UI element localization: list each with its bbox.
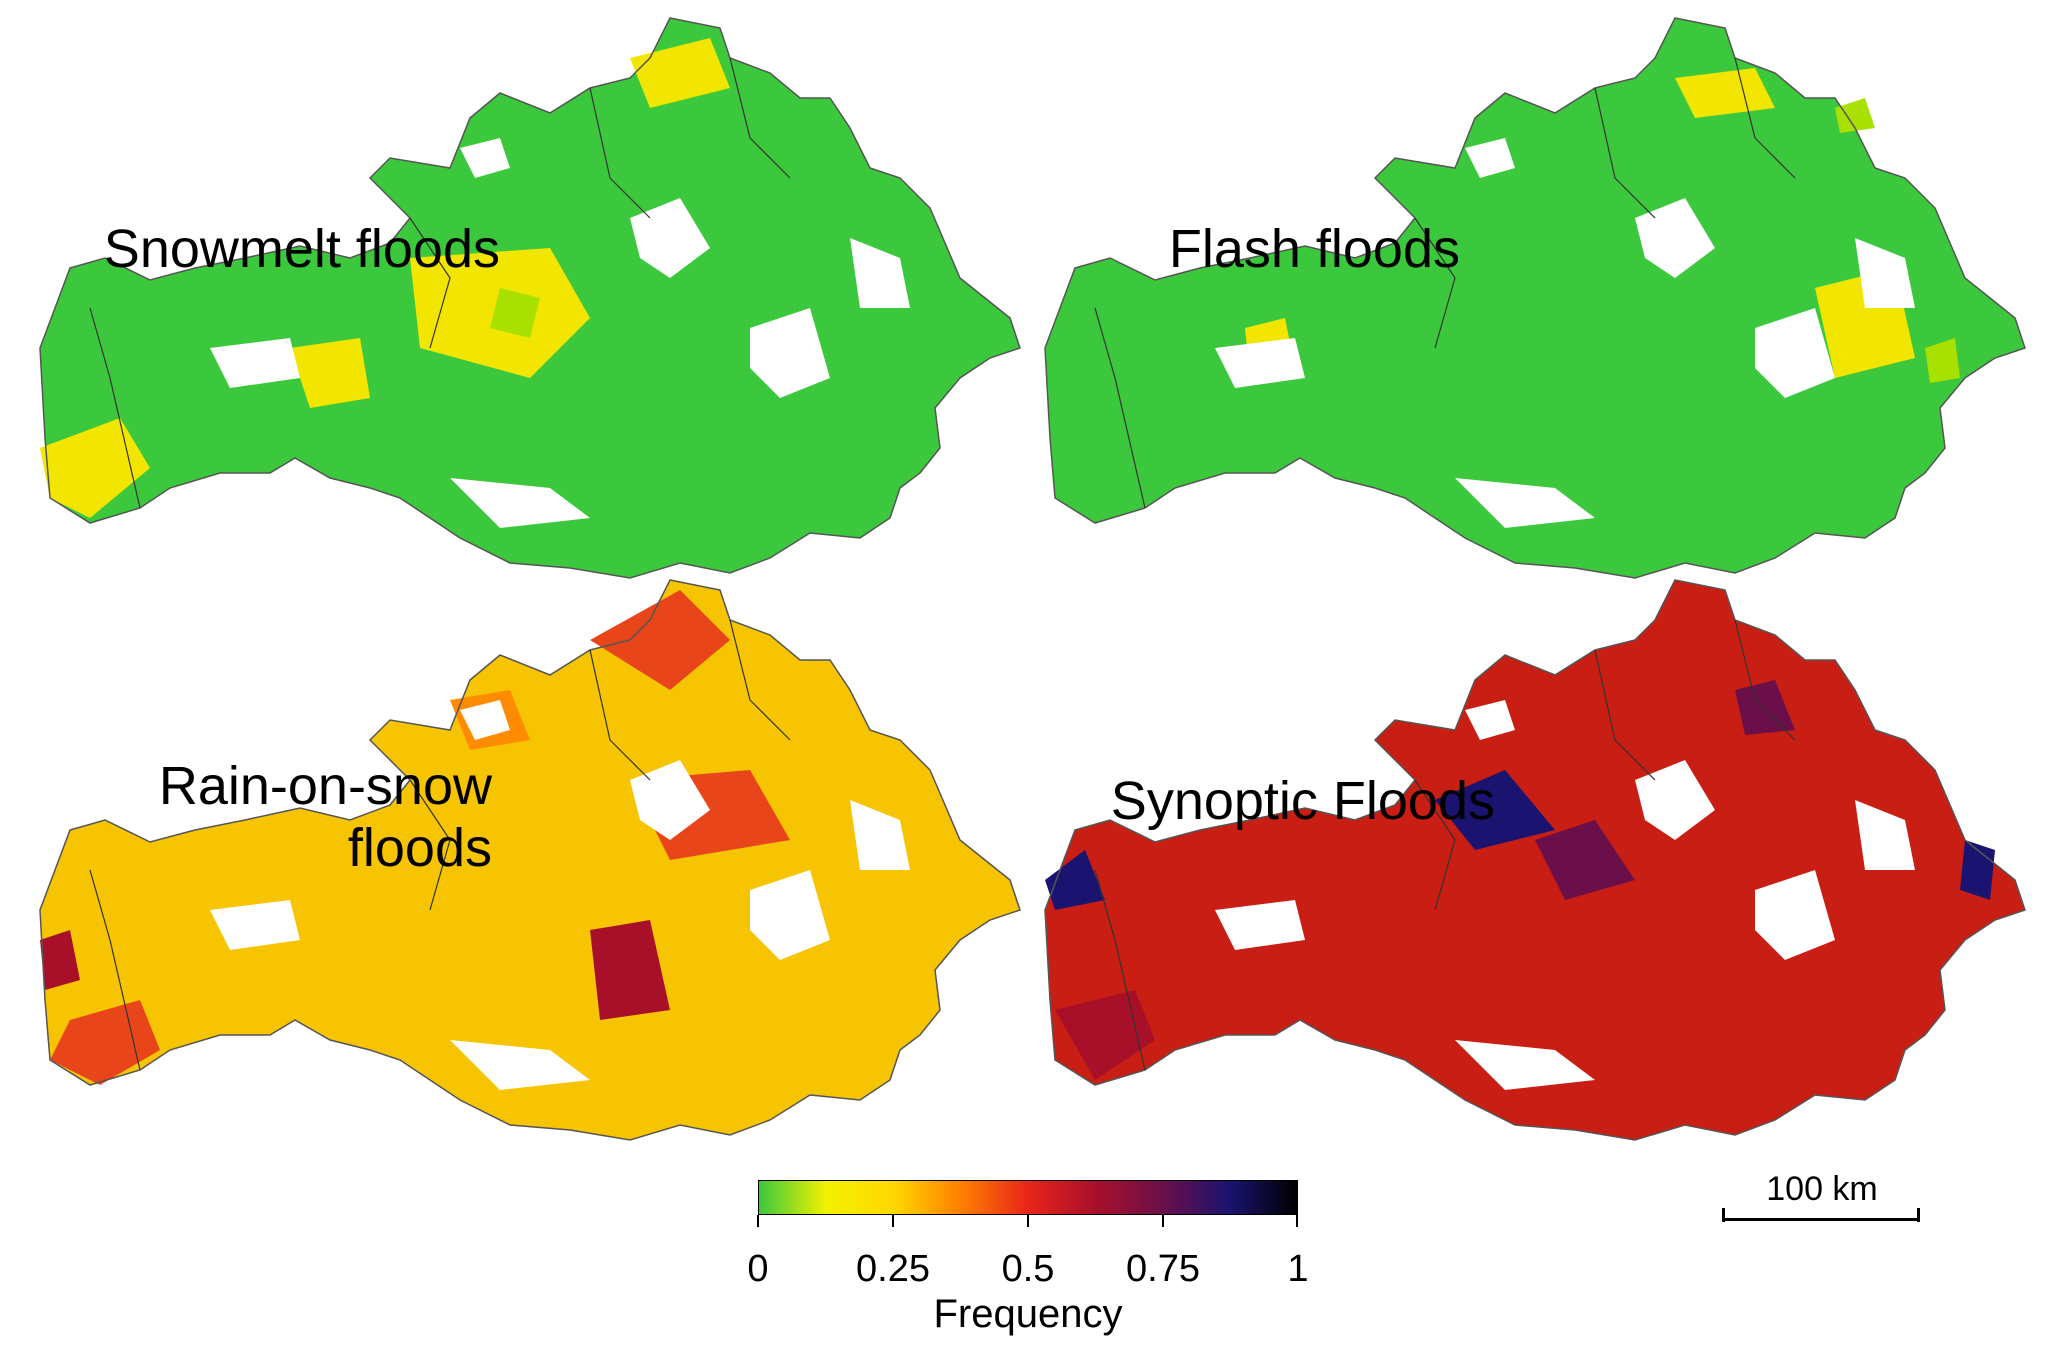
legend-tick-label: 0.75 bbox=[1126, 1248, 1200, 1290]
legend-tick-label: 1 bbox=[1287, 1248, 1309, 1290]
region-patch bbox=[1925, 338, 1960, 383]
region-patch bbox=[1960, 840, 1995, 900]
austria-map-snowmelt bbox=[39, 17, 1021, 579]
region-no-data bbox=[850, 800, 910, 870]
region-patch bbox=[590, 590, 730, 690]
legend-tick-mark bbox=[757, 1215, 759, 1227]
map-regions bbox=[1045, 580, 2025, 1140]
region-patch bbox=[490, 288, 540, 338]
region-patch bbox=[50, 1000, 160, 1085]
austria-map-rain-on-snow bbox=[39, 579, 1021, 1141]
region-patch bbox=[1435, 770, 1555, 850]
region-no-data bbox=[1855, 800, 1915, 870]
region-no-data bbox=[210, 338, 300, 388]
region-no-data bbox=[1215, 338, 1305, 388]
scale-bar-cap-left bbox=[1722, 1208, 1725, 1222]
map-panel-snowmelt: Snowmelt floods bbox=[30, 17, 1030, 588]
region-no-data bbox=[1855, 238, 1915, 308]
legend-tick-label: 0 bbox=[747, 1248, 769, 1290]
state-border bbox=[1094, 619, 1796, 1071]
region-no-data bbox=[1755, 870, 1835, 960]
region-patch bbox=[40, 418, 150, 518]
region-patch bbox=[1835, 98, 1875, 133]
panel-title-synoptic: Synoptic Floods bbox=[1110, 771, 1495, 831]
region-patch bbox=[290, 338, 370, 408]
legend-tick-mark bbox=[1027, 1215, 1029, 1227]
region-base-fill bbox=[1045, 18, 2025, 578]
panel-title-rain-on-snow: Rain-on-snow floods bbox=[158, 756, 492, 878]
panel-title-snowmelt: Snowmelt floods bbox=[103, 219, 500, 279]
scale-bar-label: 100 km bbox=[1766, 1170, 1878, 1208]
region-patch bbox=[630, 38, 730, 108]
region-base-fill bbox=[40, 580, 1020, 1140]
austria-map-synoptic bbox=[1044, 579, 2026, 1141]
panel-title-flash: Flash floods bbox=[1168, 219, 1460, 279]
legend-tick-label: 0.25 bbox=[856, 1248, 930, 1290]
map-panel-rain-on-snow: Rain-on-snow floods bbox=[30, 579, 1030, 1150]
legend-tick-label: 0.5 bbox=[1001, 1248, 1055, 1290]
region-no-data bbox=[450, 478, 590, 528]
region-no-data bbox=[1455, 1040, 1595, 1090]
map-panel-synoptic: Synoptic Floods bbox=[1035, 579, 2035, 1150]
region-no-data bbox=[850, 238, 910, 308]
state-border bbox=[89, 57, 791, 509]
country-border bbox=[39, 579, 1021, 1141]
region-no-data bbox=[460, 700, 510, 740]
frequency-legend: 0 0.25 0.5 0.75 1 Frequency bbox=[747, 1180, 1309, 1336]
region-no-data bbox=[210, 900, 300, 950]
region-no-data bbox=[1465, 700, 1515, 740]
country-border bbox=[1044, 579, 2026, 1141]
region-patch bbox=[1535, 820, 1635, 900]
region-no-data bbox=[750, 870, 830, 960]
region-patch bbox=[1735, 680, 1795, 735]
map-regions bbox=[40, 18, 1020, 578]
scale-bar: 100 km bbox=[1722, 1170, 1922, 1230]
region-patch bbox=[1675, 68, 1775, 118]
legend-title: Frequency bbox=[933, 1292, 1123, 1336]
country-border bbox=[1044, 17, 2026, 579]
scale-bar-line bbox=[1724, 1218, 1918, 1221]
region-patch bbox=[40, 930, 80, 990]
region-patch bbox=[1055, 990, 1155, 1080]
region-no-data bbox=[1755, 308, 1835, 398]
legend-tick-mark bbox=[892, 1215, 894, 1227]
legend-tick-mark bbox=[1296, 1215, 1298, 1227]
scale-bar-cap-right bbox=[1917, 1208, 1920, 1222]
region-no-data bbox=[1465, 138, 1515, 178]
region-patch bbox=[1045, 850, 1105, 910]
country-border bbox=[39, 17, 1021, 579]
map-panel-flash: Flash floods bbox=[1035, 17, 2035, 588]
region-no-data bbox=[450, 1040, 590, 1090]
map-regions bbox=[1045, 18, 2025, 578]
region-no-data bbox=[1215, 900, 1305, 950]
region-no-data bbox=[750, 308, 830, 398]
state-border bbox=[1094, 57, 1796, 509]
state-border bbox=[89, 619, 791, 1071]
legend-tick-mark bbox=[1162, 1215, 1164, 1227]
region-no-data bbox=[1455, 478, 1595, 528]
austria-map-flash bbox=[1044, 17, 2026, 579]
region-no-data bbox=[460, 138, 510, 178]
legend-color-bar bbox=[758, 1180, 1298, 1215]
map-regions bbox=[40, 580, 1020, 1140]
region-patch bbox=[590, 920, 670, 1020]
